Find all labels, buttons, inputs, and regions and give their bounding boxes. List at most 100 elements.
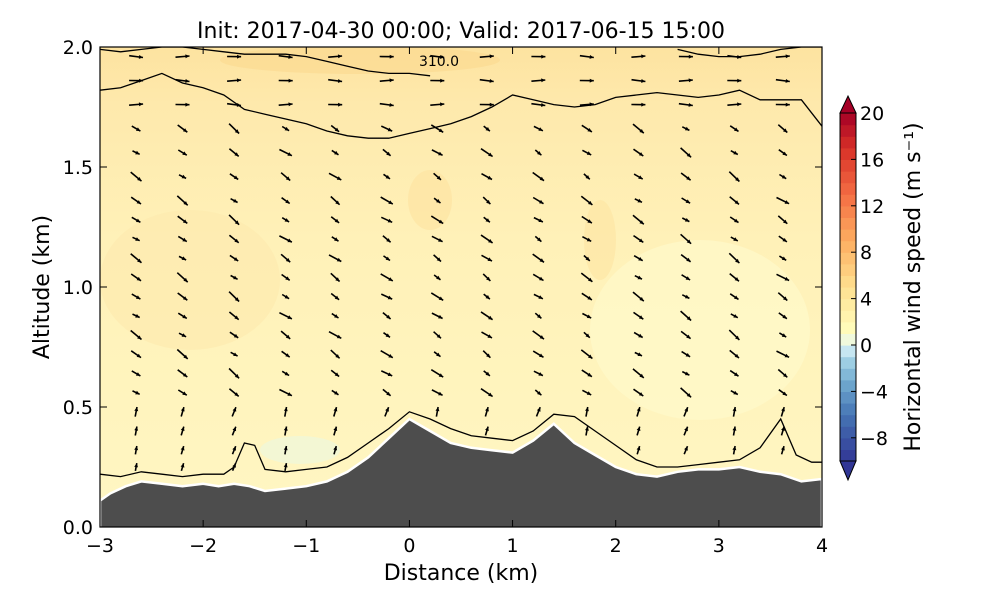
wind-vector [585,426,589,436]
wind-vector [176,348,189,360]
wind-vector [431,149,443,157]
wind-vector [175,102,190,107]
wind-vector [728,171,740,183]
wind-vector [177,369,188,378]
wind-vector [430,292,444,301]
wind-vector [431,389,443,397]
wind-vector [730,313,739,319]
wind-vector [330,195,341,206]
wind-vector [681,217,690,223]
wind-vector [534,149,542,156]
wind-vector [483,370,491,377]
wind-vector [134,462,138,472]
wind-vector [231,426,237,436]
x-axis-label: Distance (km) [384,561,539,586]
wind-vector [230,351,238,357]
wind-vector [728,329,740,341]
wind-vector [633,331,644,339]
wind-vector [585,406,589,417]
wind-vector [780,445,785,455]
x-tick-label: 2 [610,535,622,557]
wind-vector [231,406,237,417]
x-tick-label: 4 [816,535,828,557]
wind-vector [582,149,592,156]
colorbar-segment [840,345,856,358]
contour-label: 310.0 [419,54,459,70]
wind-vector [178,332,187,338]
wind-vector [330,292,340,301]
wind-vector [433,254,442,263]
wind-vector [227,54,242,59]
wind-vector [634,274,643,280]
wind-vector [131,216,141,223]
colorbar-tick-label: 8 [860,242,872,264]
wind-vector [581,369,593,378]
wind-vector [632,214,645,225]
wind-vector [380,350,394,359]
wind-vector [430,78,445,83]
colorbar-segment [840,333,856,346]
wind-vector [680,310,692,322]
wind-vector [633,234,644,244]
colorbar-tick-label: −8 [860,428,888,450]
colorbar-extend-max [839,94,857,114]
colorbar-segment [840,379,856,392]
wind-vector [228,291,240,303]
y-axis: 0.0 0.5 1.0 1.5 2.0 [63,37,822,539]
wind-vector [582,312,592,319]
wind-vector [379,54,394,59]
wind-vector [729,272,740,282]
wind-vector [279,388,293,397]
colorbar-tick-label: 12 [860,196,884,218]
wind-vector [382,148,392,157]
wind-vector [330,349,341,359]
wind-vector [776,350,790,359]
wind-vector [333,445,338,455]
colorbar-segment [840,147,856,160]
colorbar-segment [840,368,856,381]
wind-vector [330,369,340,378]
wind-vector [430,54,445,59]
wind-vector [176,272,189,283]
wind-vector [331,149,339,156]
x-tick-label: 1 [507,535,519,557]
wind-vector [730,389,739,396]
wind-vector [581,124,593,133]
wind-vector [480,234,494,244]
wind-vector [636,406,641,417]
colorbar-segment [840,449,856,462]
x-axis: −3 −2 −1 0 1 2 3 4 [86,47,828,557]
wind-vector [579,54,594,59]
wind-vector [229,331,239,339]
wind-vector [634,198,643,204]
wind-vector [531,78,546,83]
wind-vector [534,235,542,243]
x-tick-label: 0 [403,535,415,557]
wind-vector [228,234,240,244]
wind-vector [331,312,339,319]
wind-vector [732,426,737,436]
wind-vector [228,148,240,158]
wind-vector [231,445,237,455]
wind-vector [680,233,692,245]
colorbar-segment [840,124,856,137]
wind-vector [177,389,188,396]
wind-vector [382,311,392,320]
wind-vector [330,124,340,133]
chart-title: Init: 2017-04-30 00:00; Valid: 2017-06-1… [197,19,725,44]
wind-vector [278,54,293,59]
wind-vector [778,389,788,397]
wind-vector [227,78,242,83]
wind-vector [483,216,491,223]
wind-vector [281,273,291,281]
wind-vector [177,149,188,156]
wind-vector [280,253,291,263]
wind-vector [729,125,739,133]
colorbar-segment [840,182,856,195]
wind-vector [379,78,394,83]
wind-vector [582,389,592,396]
wind-vector [132,313,141,319]
wind-vector [180,462,185,472]
wind-vector [278,102,293,107]
wind-vector [482,350,491,359]
